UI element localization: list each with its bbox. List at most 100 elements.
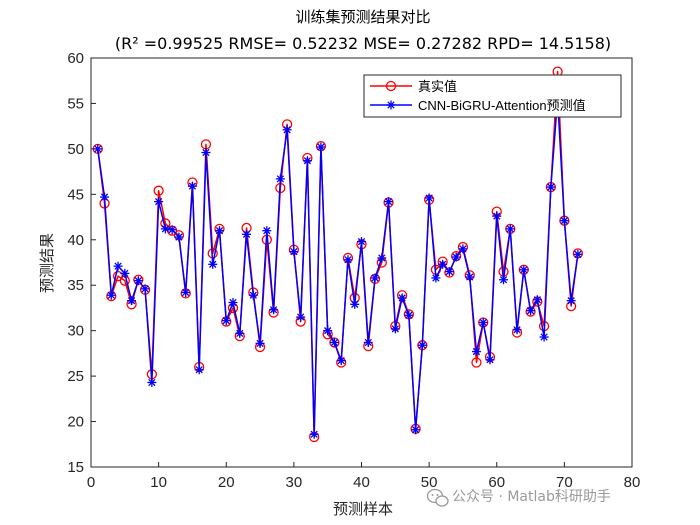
y-tick-label: 35 bbox=[67, 277, 84, 294]
x-tick-label: 0 bbox=[87, 474, 95, 491]
data-point-predicted bbox=[255, 338, 265, 348]
y-tick-label: 40 bbox=[67, 232, 84, 249]
data-point-predicted bbox=[357, 237, 366, 247]
data-point-predicted bbox=[316, 142, 326, 152]
data-point-predicted bbox=[404, 310, 414, 320]
series-markers-predicted bbox=[93, 94, 583, 439]
data-point-predicted bbox=[492, 211, 502, 221]
data-point-predicted bbox=[343, 255, 353, 265]
data-point-actual bbox=[153, 185, 164, 196]
x-tick-label: 70 bbox=[556, 474, 573, 491]
data-point-predicted bbox=[478, 317, 488, 327]
y-tick-label: 30 bbox=[67, 323, 84, 340]
x-tick-label: 20 bbox=[218, 474, 235, 491]
data-point-predicted bbox=[370, 273, 380, 283]
chart-title: 训练集预测结果对比 bbox=[295, 8, 430, 26]
data-point-predicted bbox=[248, 290, 258, 300]
data-point-predicted bbox=[100, 192, 110, 202]
x-tick-label: 80 bbox=[624, 474, 641, 491]
watermark: 公众号 · Matlab科研助手 bbox=[426, 488, 611, 507]
data-point-predicted bbox=[438, 259, 448, 269]
legend-box bbox=[363, 74, 622, 118]
x-tick-label: 50 bbox=[421, 474, 438, 491]
legend-label-actual: 真实值 bbox=[418, 79, 457, 94]
data-point-actual bbox=[471, 357, 482, 368]
data-point-predicted bbox=[221, 316, 231, 326]
x-tick-label: 30 bbox=[286, 474, 303, 491]
legend-marker-actual bbox=[385, 80, 397, 92]
data-point-predicted bbox=[120, 268, 130, 278]
data-point-predicted bbox=[546, 182, 556, 192]
y-tick-label: 45 bbox=[67, 186, 84, 203]
data-point-predicted bbox=[167, 225, 177, 235]
data-point-predicted bbox=[174, 232, 184, 242]
data-point-predicted bbox=[384, 197, 394, 207]
data-point-predicted bbox=[282, 125, 292, 135]
data-point-predicted bbox=[539, 332, 549, 342]
legend-label-predicted: CNN-BiGRU-Attention预测值 bbox=[418, 98, 586, 113]
data-point-predicted bbox=[532, 295, 542, 305]
data-point-predicted bbox=[417, 340, 427, 350]
data-point-predicted bbox=[242, 229, 252, 239]
y-tick-label: 25 bbox=[67, 368, 84, 385]
data-point-predicted bbox=[499, 275, 509, 285]
data-point-predicted bbox=[275, 174, 285, 184]
data-point-predicted bbox=[133, 276, 143, 286]
data-point-predicted bbox=[262, 226, 272, 236]
data-point-predicted bbox=[235, 328, 245, 338]
data-point-predicted bbox=[519, 265, 529, 275]
data-point-predicted bbox=[201, 148, 211, 158]
legend-asterisk-shape bbox=[386, 100, 396, 110]
data-point-predicted bbox=[485, 355, 495, 365]
data-point-predicted bbox=[559, 216, 569, 226]
data-point-predicted bbox=[228, 297, 238, 307]
y-tick-label: 15 bbox=[67, 459, 84, 476]
data-point-predicted bbox=[147, 377, 157, 387]
y-tick-label: 50 bbox=[67, 141, 84, 158]
data-point-predicted bbox=[194, 365, 204, 375]
data-point-predicted bbox=[302, 156, 312, 166]
plot-area bbox=[91, 58, 632, 467]
legend-marker-predicted bbox=[386, 100, 396, 110]
data-point-predicted bbox=[465, 272, 475, 282]
y-tick-label: 60 bbox=[67, 50, 84, 67]
watermark-text: 公众号 · Matlab科研助手 bbox=[452, 489, 611, 505]
data-point-predicted bbox=[160, 224, 170, 234]
data-point-predicted bbox=[323, 326, 333, 336]
wechat-icon bbox=[426, 488, 449, 507]
data-point-predicted bbox=[336, 356, 346, 366]
data-point-predicted bbox=[390, 324, 400, 334]
y-axis-label: 预测结果 bbox=[38, 233, 56, 293]
data-point-predicted bbox=[208, 259, 218, 269]
data-point-predicted bbox=[154, 197, 164, 207]
ticks-layer: 0 10 20 30 40 50 60 70 80 15 20 25 30 35 40 45 50 55 60 bbox=[67, 50, 640, 491]
data-point-predicted bbox=[140, 284, 150, 294]
data-point-predicted bbox=[458, 244, 468, 254]
x-tick-label: 60 bbox=[488, 474, 505, 491]
x-tick-label: 40 bbox=[353, 474, 370, 491]
data-point-predicted bbox=[573, 249, 583, 259]
data-point-predicted bbox=[350, 299, 360, 309]
data-point-predicted bbox=[471, 347, 481, 357]
data-point-predicted bbox=[106, 290, 116, 300]
data-point-predicted bbox=[411, 425, 421, 435]
data-point-predicted bbox=[397, 293, 407, 303]
chart-subtitle: (R² =0.99525 RMSE= 0.52232 MSE= 0.27282 … bbox=[115, 34, 611, 53]
data-point-predicted bbox=[451, 252, 461, 262]
data-point-predicted bbox=[363, 337, 373, 347]
data-point-predicted bbox=[181, 287, 191, 297]
data-point-predicted bbox=[309, 429, 319, 439]
data-point-predicted bbox=[444, 267, 454, 277]
data-point-predicted bbox=[526, 306, 536, 316]
x-tick-label: 10 bbox=[150, 474, 167, 491]
data-point-predicted bbox=[505, 224, 515, 234]
data-point-predicted bbox=[512, 325, 522, 335]
data-point-predicted bbox=[127, 296, 137, 306]
y-tick-label: 20 bbox=[67, 414, 84, 431]
data-point-predicted bbox=[214, 226, 224, 236]
data-point-predicted bbox=[113, 261, 123, 271]
data-point-predicted bbox=[424, 193, 434, 203]
y-tick-label: 55 bbox=[67, 95, 84, 112]
data-point-predicted bbox=[431, 273, 441, 283]
